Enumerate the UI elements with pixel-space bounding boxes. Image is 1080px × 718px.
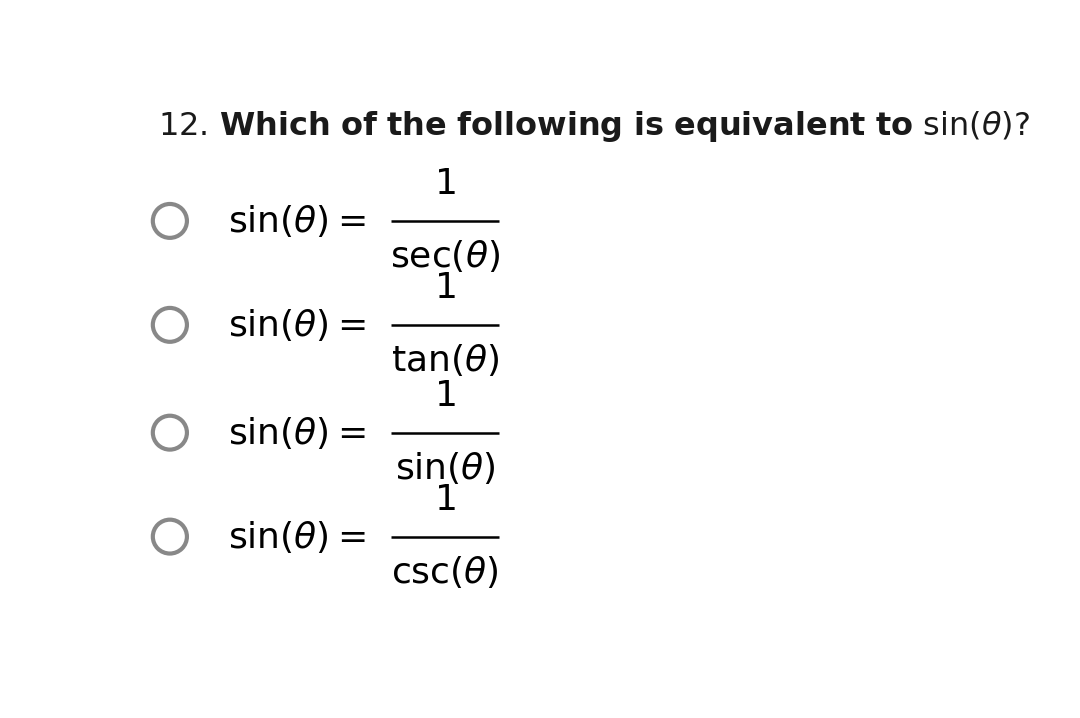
Text: $\sin(\theta) =$: $\sin(\theta) =$ bbox=[228, 203, 366, 239]
Text: $\sec(\theta)$: $\sec(\theta)$ bbox=[390, 238, 500, 274]
Text: 12. $\mathbf{Which\ of\ the\ following\ is\ equivalent\ to}$ $\sin(\theta)$?: 12. $\mathbf{Which\ of\ the\ following\ … bbox=[159, 108, 1030, 144]
Text: $\tan(\theta)$: $\tan(\theta)$ bbox=[391, 342, 499, 378]
Text: $1$: $1$ bbox=[434, 271, 456, 305]
Text: $\sin(\theta) =$: $\sin(\theta) =$ bbox=[228, 307, 366, 343]
Text: $\sin(\theta)$: $\sin(\theta)$ bbox=[394, 449, 496, 485]
Text: $1$: $1$ bbox=[434, 378, 456, 413]
Text: $1$: $1$ bbox=[434, 482, 456, 516]
Text: $1$: $1$ bbox=[434, 167, 456, 201]
Text: $\sin(\theta) =$: $\sin(\theta) =$ bbox=[228, 415, 366, 451]
Text: $\csc(\theta)$: $\csc(\theta)$ bbox=[391, 554, 499, 589]
Text: $\sin(\theta) =$: $\sin(\theta) =$ bbox=[228, 518, 366, 554]
